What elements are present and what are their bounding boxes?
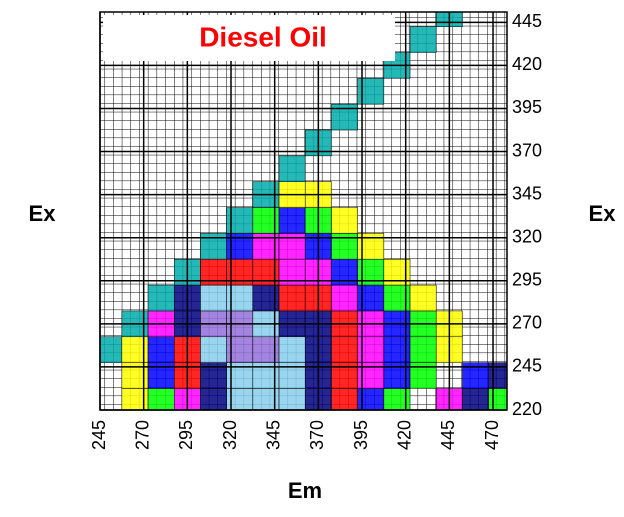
contour-cell — [278, 155, 306, 182]
x-tick-label: 420 — [394, 420, 414, 450]
x-tick-label: 370 — [307, 420, 327, 450]
x-tick-label: 395 — [351, 420, 371, 450]
contour-cell — [147, 284, 175, 312]
x-tick-label: 445 — [438, 420, 458, 450]
y-tick-label: 370 — [512, 140, 542, 160]
contour-cell — [200, 336, 227, 363]
x-tick-label: 270 — [132, 420, 152, 450]
y-tick-label: 345 — [512, 183, 542, 203]
contour-cell — [147, 336, 175, 363]
y-tick-label: 220 — [512, 399, 542, 419]
x-tick-label: 470 — [482, 420, 502, 450]
y-tick-label: 320 — [512, 226, 542, 246]
y-tick-label: 420 — [512, 54, 542, 74]
y-axis-label: Ex — [29, 201, 57, 226]
y-tick-label: 270 — [512, 313, 542, 333]
y-tick-label: 445 — [512, 11, 542, 31]
contour-cell — [278, 284, 306, 312]
x-tick-label: 245 — [89, 420, 109, 450]
contour-cell — [409, 26, 437, 53]
contour-cell — [409, 284, 437, 312]
contour-cell — [278, 207, 306, 234]
chart-title: Diesel Oil — [199, 21, 327, 52]
contour-cell — [331, 284, 358, 312]
plot-frame — [99, 11, 508, 411]
y2-axis-label: Ex — [589, 201, 617, 226]
x-tick-label: 345 — [263, 420, 283, 450]
x-tick-label: 320 — [220, 420, 240, 450]
contour-cell — [278, 336, 306, 363]
y-tick-label: 395 — [512, 97, 542, 117]
contour-cell — [200, 284, 227, 312]
title-box — [103, 15, 395, 61]
y-tick-label: 295 — [512, 270, 542, 290]
y-tick-label: 245 — [512, 356, 542, 376]
contour-cell — [409, 336, 437, 363]
x-axis-label: Em — [288, 478, 322, 503]
contour-cell — [331, 336, 358, 363]
x-tick-label: 295 — [176, 420, 196, 450]
contour-cell — [331, 207, 358, 234]
